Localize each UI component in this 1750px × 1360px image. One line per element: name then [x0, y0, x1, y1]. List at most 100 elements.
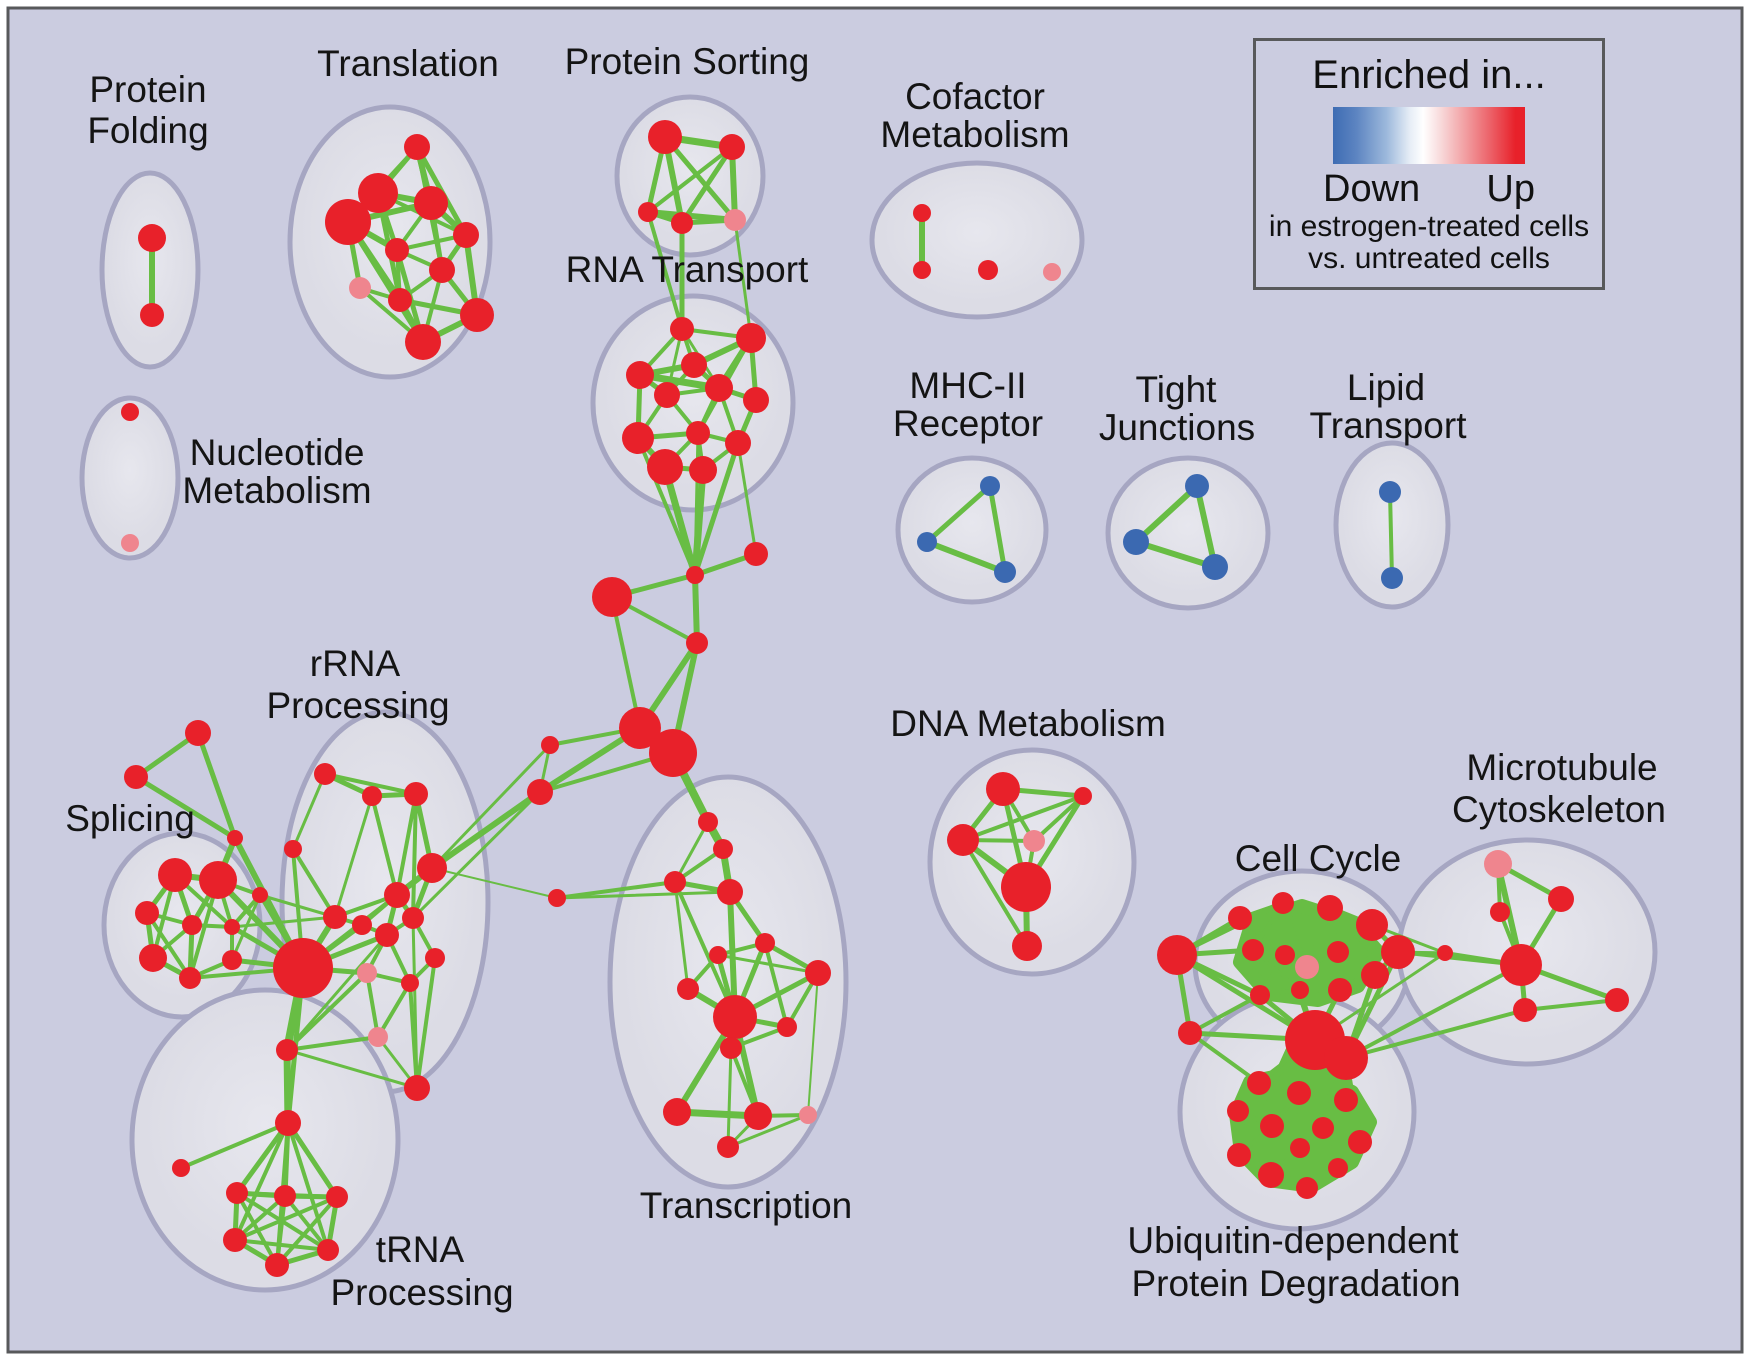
network-node-t8[interactable] [349, 277, 371, 299]
network-node-j2[interactable] [686, 632, 708, 654]
network-node-cf3[interactable] [978, 260, 998, 280]
network-node-r10[interactable] [725, 430, 751, 456]
network-node-d4[interactable] [1023, 830, 1045, 852]
network-node-u10[interactable] [1296, 1177, 1318, 1199]
network-node-cc5[interactable] [1242, 939, 1264, 961]
network-node-t6[interactable] [385, 238, 409, 262]
network-node-d2[interactable] [1074, 787, 1092, 805]
network-node-c4[interactable] [717, 879, 743, 905]
network-node-s3[interactable] [548, 889, 566, 907]
network-node-r5[interactable] [654, 382, 680, 408]
network-node-sp4[interactable] [182, 915, 202, 935]
network-node-tj2[interactable] [1123, 529, 1149, 555]
network-node-ccR[interactable] [1381, 935, 1415, 969]
network-node-rr1[interactable] [314, 763, 336, 785]
network-node-w6[interactable] [265, 1253, 289, 1277]
network-node-rr10[interactable] [425, 948, 445, 968]
network-node-tc9[interactable] [744, 1102, 772, 1130]
network-node-sp2[interactable] [199, 861, 237, 899]
network-node-mh1[interactable] [980, 476, 1000, 496]
network-node-rr2[interactable] [362, 786, 382, 806]
network-node-r9[interactable] [686, 421, 710, 445]
network-node-t9[interactable] [388, 288, 412, 312]
network-node-tc11[interactable] [717, 1136, 739, 1158]
network-node-u1[interactable] [1247, 1071, 1271, 1095]
network-node-r12[interactable] [689, 456, 717, 484]
network-node-u7[interactable] [1348, 1130, 1372, 1154]
network-node-r6[interactable] [705, 374, 733, 402]
network-node-u2[interactable] [1287, 1081, 1311, 1105]
network-node-t5[interactable] [453, 222, 479, 248]
network-node-m3[interactable] [1490, 902, 1510, 922]
network-node-tj1[interactable] [1185, 474, 1209, 498]
network-node-h2[interactable] [649, 729, 697, 777]
network-node-s1[interactable] [541, 736, 559, 754]
network-node-g2[interactable] [1324, 1036, 1368, 1080]
network-node-cc9[interactable] [1250, 985, 1270, 1005]
network-node-d6[interactable] [1012, 931, 1042, 961]
network-node-tc7[interactable] [720, 1037, 742, 1059]
network-node-p1[interactable] [648, 120, 682, 154]
network-node-rr6[interactable] [323, 905, 347, 929]
network-node-cc4[interactable] [1356, 909, 1388, 941]
network-node-tc3[interactable] [677, 978, 699, 1000]
network-node-u5[interactable] [1312, 1117, 1334, 1139]
network-node-t10[interactable] [460, 298, 494, 332]
network-node-t7[interactable] [429, 257, 455, 283]
network-node-rr13[interactable] [284, 840, 302, 858]
network-node-t3[interactable] [414, 186, 448, 220]
network-node-d1[interactable] [986, 772, 1020, 806]
network-node-cc7[interactable] [1295, 955, 1319, 979]
network-node-cf1[interactable] [913, 204, 931, 222]
network-node-tc2[interactable] [755, 933, 775, 953]
network-node-sp3[interactable] [135, 901, 159, 925]
network-node-cf4[interactable] [1043, 263, 1061, 281]
network-node-w3[interactable] [326, 1186, 348, 1208]
network-node-p2[interactable] [719, 134, 745, 160]
network-node-cc2[interactable] [1272, 892, 1294, 914]
network-node-nm1[interactable] [121, 403, 139, 421]
network-node-r8[interactable] [622, 422, 654, 454]
network-node-mh2[interactable] [917, 532, 937, 552]
network-node-k1[interactable] [276, 1039, 298, 1061]
network-node-tj3[interactable] [1202, 554, 1228, 580]
network-node-u9[interactable] [1258, 1162, 1284, 1188]
network-node-pf1[interactable] [138, 224, 166, 252]
network-node-u3[interactable] [1227, 1100, 1249, 1122]
network-node-r7[interactable] [743, 387, 769, 413]
network-node-rr14[interactable] [368, 1027, 388, 1047]
network-node-c2[interactable] [713, 839, 733, 859]
network-node-tc5[interactable] [713, 995, 757, 1039]
network-node-u12[interactable] [1290, 1138, 1310, 1158]
network-node-sp8[interactable] [222, 950, 242, 970]
network-node-t1[interactable] [404, 134, 430, 160]
network-node-sp6[interactable] [139, 944, 167, 972]
network-node-m4[interactable] [1500, 944, 1542, 986]
network-node-rr0[interactable] [744, 542, 768, 566]
network-node-rr3[interactable] [404, 782, 428, 806]
network-node-r2[interactable] [736, 323, 766, 353]
network-node-r4[interactable] [681, 352, 707, 378]
network-node-bl[interactable] [592, 577, 632, 617]
network-node-cc6[interactable] [1275, 945, 1295, 965]
network-node-cc11[interactable] [1328, 978, 1352, 1002]
network-node-hub[interactable] [273, 938, 333, 998]
network-node-f1[interactable] [185, 720, 211, 746]
network-node-m7[interactable] [1437, 945, 1453, 961]
network-node-rr7[interactable] [352, 915, 372, 935]
network-node-w5[interactable] [317, 1239, 339, 1261]
network-node-nm2[interactable] [121, 534, 139, 552]
network-node-rr11[interactable] [357, 963, 377, 983]
network-node-k3[interactable] [172, 1159, 190, 1177]
network-node-m2[interactable] [1548, 886, 1574, 912]
network-node-k2[interactable] [275, 1110, 301, 1136]
network-node-pf2[interactable] [140, 303, 164, 327]
network-node-L2[interactable] [1178, 1021, 1202, 1045]
network-node-sp5[interactable] [224, 919, 240, 935]
network-node-u11[interactable] [1328, 1158, 1348, 1178]
network-node-d3[interactable] [947, 824, 979, 856]
network-node-s2[interactable] [527, 779, 553, 805]
network-node-p4[interactable] [671, 212, 693, 234]
network-node-w4[interactable] [223, 1228, 247, 1252]
network-node-p3[interactable] [638, 202, 658, 222]
